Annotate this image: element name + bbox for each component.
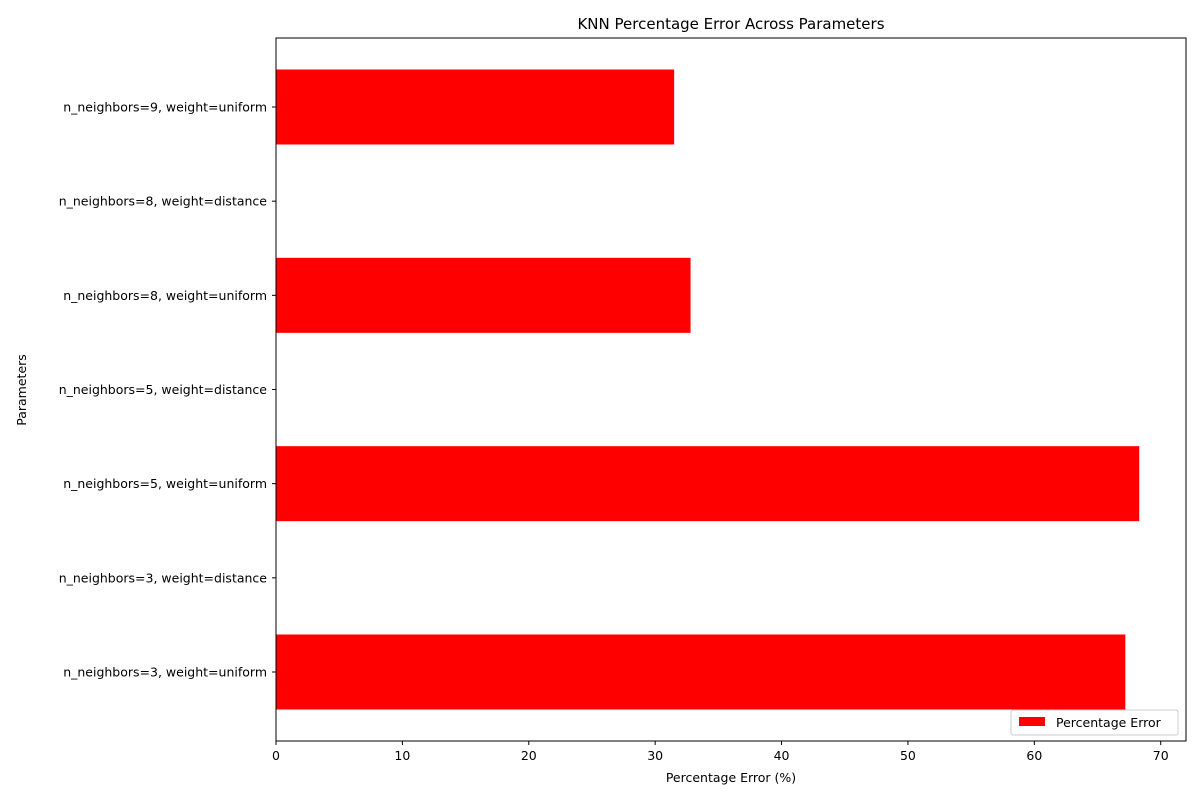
bars-group (276, 69, 1140, 710)
x-tick-label: 60 (1026, 748, 1042, 763)
x-tick-label: 20 (521, 748, 537, 763)
y-tick-label: n_neighbors=5, weight=distance (59, 382, 268, 397)
bar (276, 446, 1140, 522)
y-ticks-group: n_neighbors=3, weight=uniform n_neighbors… (59, 100, 276, 680)
y-tick-label: n_neighbors=3, weight=distance (59, 570, 268, 585)
bar (276, 257, 691, 333)
legend-label: Percentage Error (1056, 715, 1162, 730)
legend-box (1010, 709, 1179, 736)
x-tick-label: 30 (647, 748, 663, 763)
legend: Percentage Error (1010, 709, 1179, 736)
y-tick-label: n_neighbors=8, weight=uniform (63, 288, 267, 303)
x-tick-label: 10 (394, 748, 410, 763)
x-ticks-group: 0 10 20 30 40 50 60 70 (272, 741, 1169, 763)
x-tick-label: 40 (774, 748, 790, 763)
y-tick-label: n_neighbors=5, weight=uniform (63, 476, 267, 491)
y-tick-label: n_neighbors=8, weight=distance (59, 194, 268, 209)
bar (276, 634, 1126, 710)
plot-frame (275, 37, 1187, 742)
chart-title: KNN Percentage Error Across Parameters (577, 15, 884, 33)
x-tick-label: 50 (900, 748, 916, 763)
y-tick-label: n_neighbors=9, weight=uniform (63, 100, 267, 115)
y-axis-label: Parameters (14, 354, 29, 426)
legend-swatch (1019, 717, 1045, 726)
bar (276, 69, 675, 145)
x-tick-label: 0 (272, 748, 280, 763)
x-tick-label: 70 (1153, 748, 1169, 763)
y-tick-label: n_neighbors=3, weight=uniform (63, 665, 267, 680)
x-axis-label: Percentage Error (%) (666, 770, 796, 785)
